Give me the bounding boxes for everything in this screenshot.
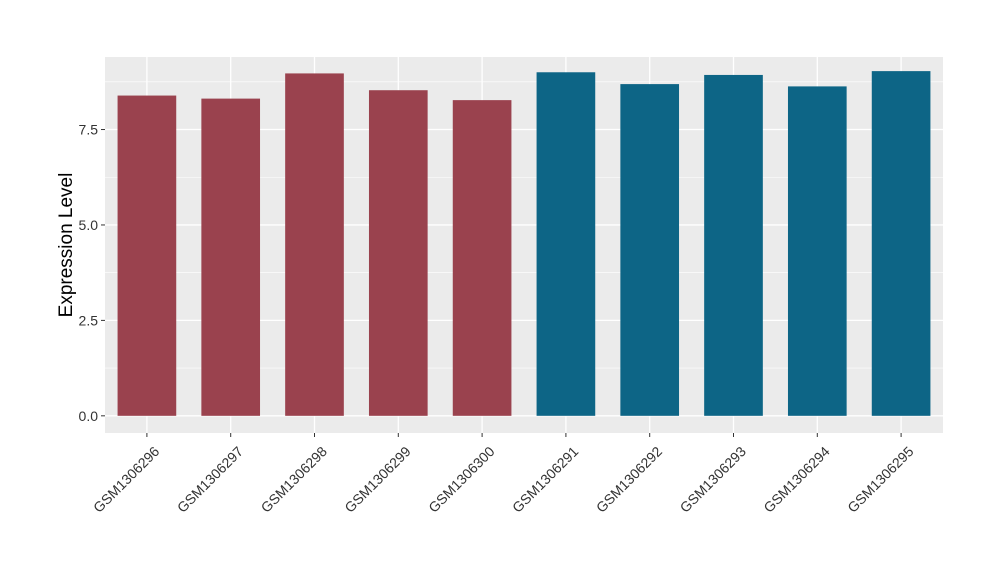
bar-GSM1306295: [871, 71, 931, 416]
bar-GSM1306292: [620, 84, 680, 416]
x-axis: GSM1306296 GSM1306297 GSM1306298 GSM1306299…: [90, 433, 917, 516]
x-tick-label: GSM1306295: [844, 443, 917, 516]
x-tick-label: GSM1306293: [677, 443, 750, 516]
y-axis: 0.0 2.5 5.0 7.5: [79, 122, 105, 424]
bars: [117, 71, 931, 416]
bar-GSM1306299: [368, 90, 428, 416]
bar-GSM1306291: [536, 72, 596, 416]
x-tick-label: GSM1306296: [90, 443, 163, 516]
x-tick-label: GSM1306297: [174, 443, 247, 516]
x-tick-label: GSM1306300: [425, 443, 498, 516]
bar-GSM1306294: [787, 86, 847, 416]
x-tick-label: GSM1306291: [509, 443, 582, 516]
y-tick-label: 7.5: [79, 122, 99, 138]
y-tick-label: 5.0: [79, 217, 99, 233]
bar-GSM1306298: [285, 73, 344, 416]
x-tick-label: GSM1306294: [760, 443, 833, 516]
bar-GSM1306293: [704, 74, 763, 416]
bar-GSM1306297: [201, 98, 261, 416]
bar-GSM1306300: [452, 100, 512, 416]
bar-GSM1306296: [117, 95, 177, 416]
y-tick-label: 0.0: [79, 408, 99, 424]
x-tick-label: GSM1306292: [593, 443, 666, 516]
y-tick-label: 2.5: [79, 312, 99, 328]
x-tick-label: GSM1306298: [258, 443, 331, 516]
x-tick-label: GSM1306299: [341, 443, 414, 516]
y-axis-title: Expression Level: [56, 173, 77, 318]
